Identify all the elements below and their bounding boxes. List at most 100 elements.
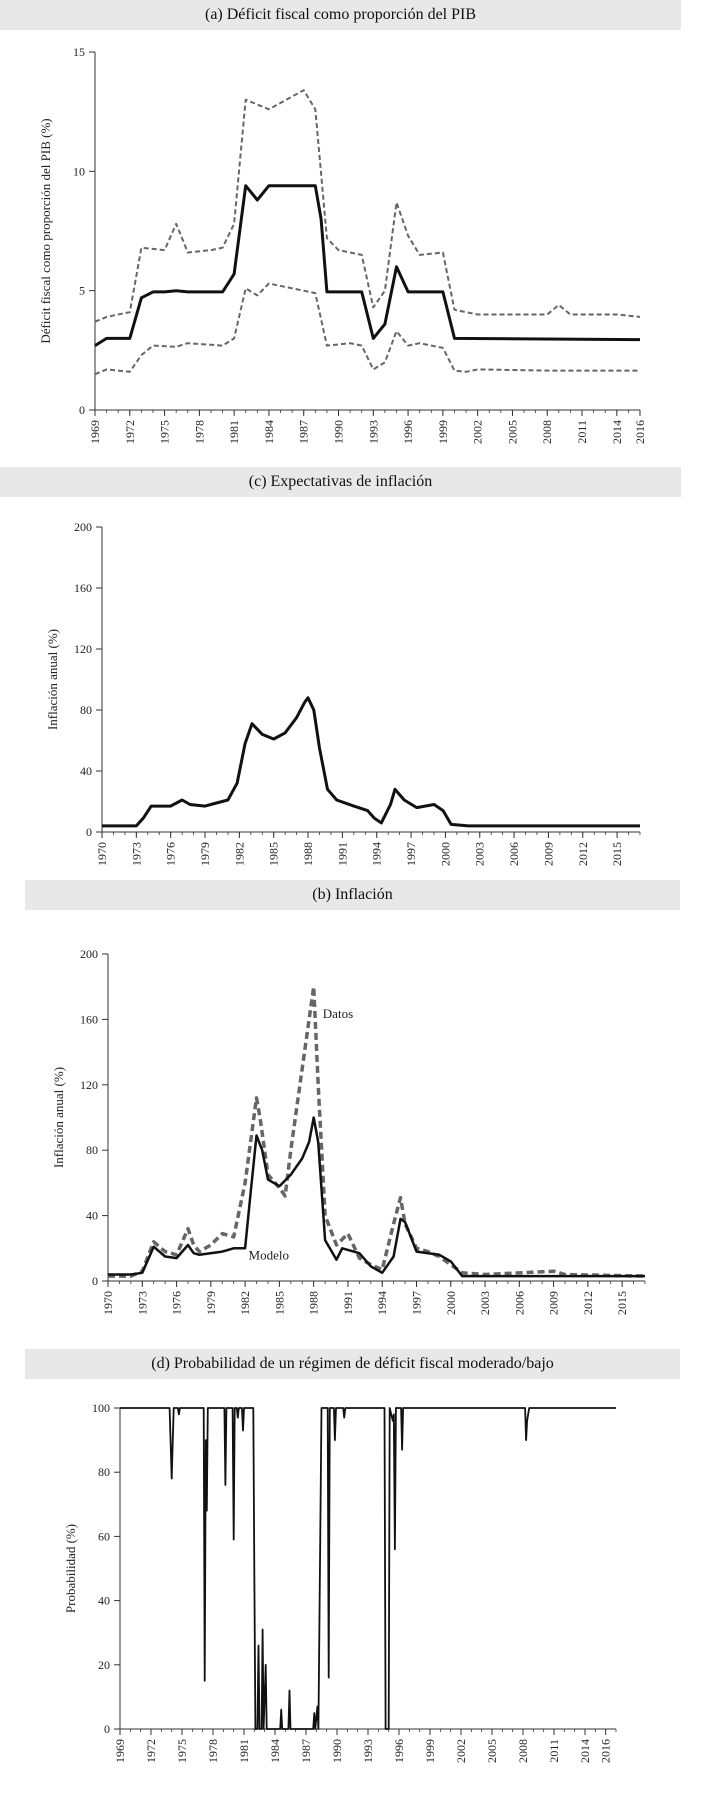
x-tick-label: 1969	[113, 1739, 127, 1763]
x-tick-label: 1987	[299, 1739, 313, 1763]
y-tick-label: 5	[79, 284, 85, 298]
chart-title-d: (d) Probabilidad de un régimen de défici…	[25, 1349, 680, 1379]
x-tick-label: 2002	[471, 420, 485, 444]
y-tick-label: 40	[80, 764, 92, 778]
x-tick-label: 1978	[192, 420, 206, 444]
x-tick-label: 1969	[88, 420, 102, 444]
x-tick-label: 1976	[170, 1291, 184, 1315]
x-tick-label: 2005	[485, 1739, 499, 1763]
x-tick-label: 2011	[547, 1739, 561, 1763]
x-tick-label: 2014	[610, 420, 624, 444]
x-tick-label: 1991	[335, 842, 349, 866]
y-tick-label: 0	[86, 825, 92, 839]
x-tick-label: 2008	[516, 1739, 530, 1763]
x-tick-label: 1994	[375, 1291, 389, 1315]
chart-title-b: (b) Inflación	[25, 880, 680, 910]
series-line-datos	[108, 984, 646, 1278]
series-line-probabilidad	[120, 1407, 616, 1730]
y-tick-label: 40	[86, 1209, 98, 1223]
x-tick-label: 1996	[392, 1739, 406, 1763]
chart-title-a: (a) Déficit fiscal como proporción del P…	[0, 0, 681, 30]
x-tick-label: 2015	[615, 1291, 629, 1315]
x-tick-label: 2006	[512, 1291, 526, 1315]
x-tick-label: 1985	[267, 842, 281, 866]
series-line-banda-superior	[94, 89, 641, 323]
annotation-modelo: Modelo	[249, 1248, 289, 1263]
y-tick-label: 80	[80, 703, 92, 717]
x-tick-label: 2012	[576, 842, 590, 866]
y-tick-label: 160	[74, 581, 92, 595]
x-tick-label: 1990	[330, 1739, 344, 1763]
series-line-modelo	[108, 1116, 645, 1278]
x-tick-label: 1987	[297, 420, 311, 444]
y-tick-label: 0	[104, 1722, 110, 1736]
x-tick-label: 2005	[505, 420, 519, 444]
x-tick-label: 1981	[237, 1739, 251, 1763]
y-tick-label: 160	[80, 1012, 98, 1026]
series-line-expectativas	[102, 696, 640, 828]
x-tick-label: 1999	[436, 420, 450, 444]
series-line-media	[94, 184, 641, 347]
x-tick-label: 2009	[547, 1291, 561, 1315]
x-tick-label: 2015	[610, 842, 624, 866]
x-tick-label: 1994	[370, 842, 384, 866]
x-tick-label: 1979	[198, 842, 212, 866]
x-tick-label: 1990	[332, 420, 346, 444]
x-tick-label: 1975	[175, 1739, 189, 1763]
x-tick-label: 1996	[401, 420, 415, 444]
x-tick-label: 2003	[473, 842, 487, 866]
x-tick-label: 2000	[438, 842, 452, 866]
y-tick-label: 10	[73, 164, 85, 178]
series-line-banda-inferior	[94, 282, 640, 376]
y-tick-label: 80	[98, 1465, 110, 1479]
x-tick-label: 2002	[454, 1739, 468, 1763]
x-tick-label: 1997	[409, 1291, 423, 1315]
x-tick-label: 1973	[135, 1291, 149, 1315]
y-tick-label: 60	[98, 1529, 110, 1543]
x-tick-label: 2008	[540, 420, 554, 444]
x-tick-label: 2006	[507, 842, 521, 866]
chart-d: 0 20 40 60 80 100 1969 1972 1975 1978 1981 1984 1987…	[63, 1401, 617, 1763]
y-tick-label: 40	[98, 1594, 110, 1608]
x-tick-label: 1988	[307, 1291, 321, 1315]
x-tick-label: 2003	[478, 1291, 492, 1315]
x-tick-label: 1976	[164, 842, 178, 866]
x-tick-label: 1970	[101, 1291, 115, 1315]
y-axis-title: Inflación anual (%)	[51, 1067, 66, 1168]
y-axis-title: Inflación anual (%)	[45, 629, 60, 730]
x-tick-label: 2014	[578, 1739, 592, 1763]
y-tick-label: 200	[80, 947, 98, 961]
x-tick-label: 1984	[268, 1739, 282, 1763]
x-tick-label: 1988	[301, 842, 315, 866]
x-tick-label: 1972	[144, 1739, 158, 1763]
y-tick-label: 120	[74, 642, 92, 656]
chart-a: 0 5 10 15 1969 1972 1975 1978 1981 1984 1987 1990 19…	[38, 45, 647, 444]
y-axis-title: Probabilidad (%)	[63, 1524, 78, 1613]
x-tick-label: 1997	[404, 842, 418, 866]
x-tick-label: 1979	[204, 1291, 218, 1315]
x-tick-label: 1982	[232, 842, 246, 866]
y-tick-label: 0	[92, 1274, 98, 1288]
x-tick-label: 1975	[158, 420, 172, 444]
x-tick-label: 2000	[444, 1291, 458, 1315]
x-tick-label: 1991	[341, 1291, 355, 1315]
y-tick-label: 15	[73, 45, 85, 59]
y-tick-label: 80	[86, 1143, 98, 1157]
x-tick-label: 1970	[95, 842, 109, 866]
x-tick-label: 2016	[599, 1739, 613, 1763]
y-axis-title: Déficit fiscal como proporción del PIB (…	[38, 118, 53, 343]
x-tick-label: 2016	[633, 420, 647, 444]
y-tick-label: 20	[98, 1658, 110, 1672]
x-tick-label: 2009	[541, 842, 555, 866]
x-tick-label: 2011	[575, 420, 589, 444]
x-tick-label: 1999	[423, 1739, 437, 1763]
x-tick-label: 1984	[262, 420, 276, 444]
x-tick-label: 2012	[581, 1291, 595, 1315]
x-tick-label: 1981	[227, 420, 241, 444]
chart-b: 0 40 80 120 160 200 1970 1973 1976 1979 1982 1985 19…	[51, 947, 646, 1315]
x-tick-label: 1985	[272, 1291, 286, 1315]
x-tick-label: 1978	[206, 1739, 220, 1763]
y-tick-label: 0	[79, 403, 85, 417]
y-tick-label: 200	[74, 520, 92, 534]
x-tick-label: 1972	[123, 420, 137, 444]
